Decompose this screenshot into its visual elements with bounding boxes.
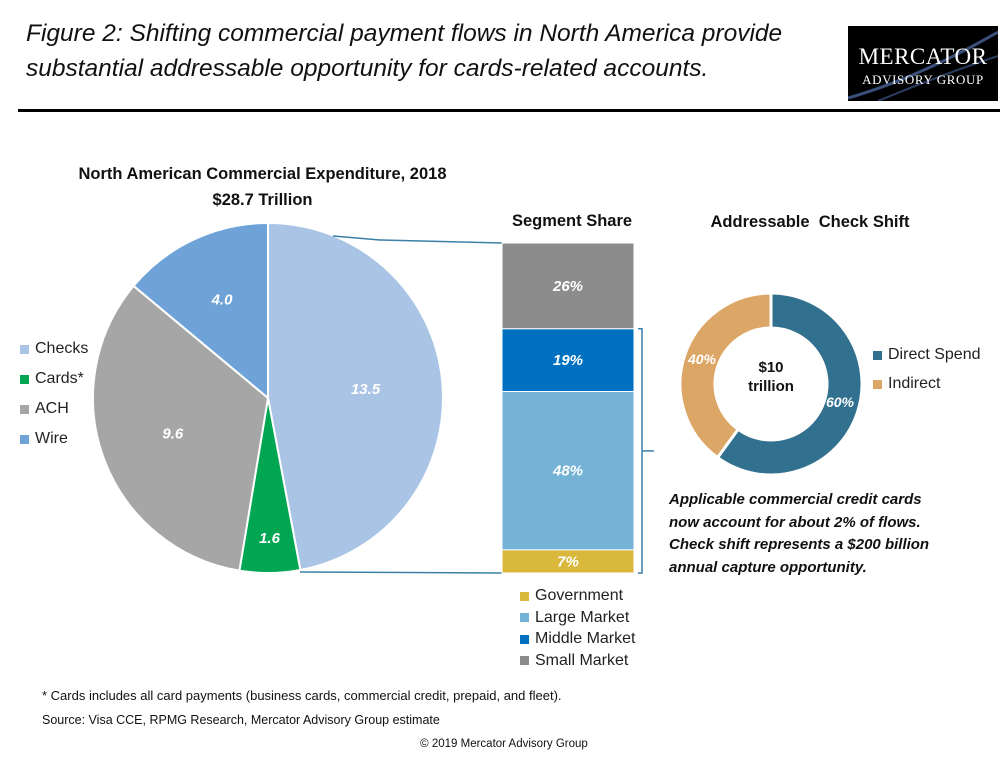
- legend-item-small-market: Small Market: [520, 651, 628, 671]
- legend-item-cards: Cards*: [20, 369, 84, 389]
- pie-slice-wire: [132, 221, 269, 401]
- legend-swatch: [20, 344, 29, 354]
- legend-swatch: [520, 591, 529, 601]
- legend-item-ach: ACH: [20, 399, 69, 419]
- logo-wordmark: MERCATOR: [858, 44, 988, 69]
- source-note: Source: Visa CCE, RPMG Research, Mercato…: [42, 713, 440, 727]
- pie-slice-checks: [267, 221, 445, 572]
- segment-bar-large-market: [501, 391, 635, 551]
- legend-swatch: [20, 404, 29, 414]
- segment-data-label: 19%: [553, 352, 583, 369]
- segment-data-label: 7%: [557, 553, 579, 570]
- legend-label: Middle Market: [535, 630, 636, 647]
- connector-line-bottom: [299, 571, 503, 574]
- legend-swatch: [20, 434, 29, 444]
- legend-item-large-market: Large Market: [520, 608, 629, 628]
- legend-swatch: [20, 374, 29, 384]
- pie-chart-title: North American Commercial Expenditure, 2…: [78, 165, 447, 183]
- pie-chart-subtitle: $28.7 Trillion: [212, 191, 313, 209]
- legend-label: Wire: [35, 430, 68, 447]
- pie-data-label: 4.0: [211, 292, 234, 309]
- legend-label: Government: [535, 587, 624, 604]
- pie-data-label: 9.6: [162, 425, 184, 442]
- connector-line-top: [332, 235, 503, 244]
- donut-center-label: trillion: [748, 378, 794, 395]
- segment-chart-title: Segment Share: [511, 212, 633, 230]
- legend-item-government: Government: [520, 586, 623, 606]
- legend-label: Cards*: [35, 370, 84, 387]
- legend-label: Checks: [35, 340, 89, 357]
- figure-title: Figure 2: Shifting commercial payment fl…: [26, 20, 783, 82]
- legend-label: Direct Spend: [888, 346, 981, 363]
- legend-swatch: [520, 634, 529, 644]
- logo-swoosh: [848, 30, 998, 101]
- callout-line: now account for about 2% of flows.: [669, 513, 921, 531]
- legend-label: ACH: [35, 400, 69, 417]
- callout-line: annual capture opportunity.: [669, 558, 867, 576]
- donut-data-label: 40%: [687, 351, 717, 367]
- legend-item-direct-spend: Direct Spend: [873, 345, 981, 365]
- donut-data-label: 60%: [826, 394, 855, 410]
- segment-bar-government: [501, 549, 635, 574]
- legend-swatch: [873, 350, 882, 360]
- copyright: © 2019 Mercator Advisory Group: [420, 738, 588, 750]
- donut-chart-title: Addressable Check Shift: [710, 213, 910, 231]
- legend-item-checks: Checks: [20, 339, 88, 359]
- legend-label: Indirect: [888, 375, 941, 392]
- callout-line: Applicable commercial credit cards: [669, 491, 922, 508]
- legend-item-indirect: Indirect: [873, 374, 940, 394]
- pie-data-label: 1.6: [259, 530, 281, 547]
- pie-slice-ach: [92, 284, 270, 572]
- legend-swatch: [873, 379, 882, 389]
- mercator-logo: MERCATOR ADVISORY GROUP: [848, 26, 998, 101]
- segment-bar-small-market: [501, 242, 635, 330]
- logo-subtitle: ADVISORY GROUP: [862, 72, 984, 87]
- legend-item-middle-market: Middle Market: [520, 629, 635, 649]
- donut-slice-indirect: [678, 291, 773, 460]
- title-rule: [18, 109, 1000, 112]
- segment-bar-middle-market: [501, 328, 635, 392]
- donut-slice-direct-spend: [715, 291, 864, 477]
- bracket-line: [638, 328, 643, 574]
- footnote: * Cards includes all card payments (busi…: [42, 688, 562, 703]
- legend-swatch: [520, 656, 529, 665]
- legend-item-wire: Wire: [20, 429, 68, 449]
- legend-label: Large Market: [535, 608, 630, 626]
- pie-data-label: 13.5: [351, 381, 381, 398]
- callout-line: Check shift represents a $200 billion: [669, 536, 930, 553]
- segment-data-label: 48%: [552, 463, 583, 480]
- legend-swatch: [520, 613, 529, 622]
- donut-center-label: $10: [758, 359, 783, 376]
- segment-data-label: 26%: [552, 278, 583, 295]
- callout-text: Applicable commercial credit cards now a…: [669, 489, 999, 579]
- legend-label: Small Market: [535, 651, 629, 669]
